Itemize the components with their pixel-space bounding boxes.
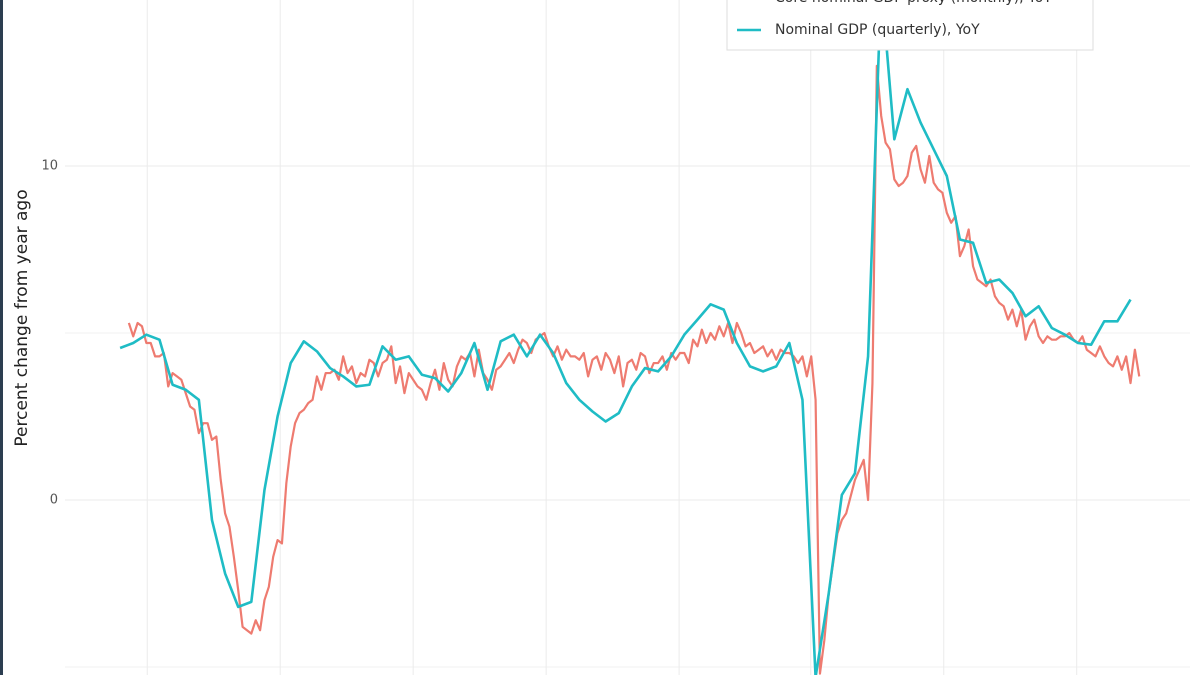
legend-box [726, 0, 1094, 51]
legend: Core nominal GDP proxy (monthly), YoY Nom… [726, 0, 1094, 51]
window-edge [0, 0, 3, 675]
series-line [127, 64, 1141, 675]
series-line [119, 0, 1132, 675]
axes: 0 10 [41, 158, 58, 507]
legend-label: Nominal GDP (quarterly), YoY [775, 22, 980, 38]
plot-lines [119, 0, 1141, 675]
y-tick-label: 10 [41, 158, 58, 173]
legend-label: Core nominal GDP proxy (monthly), YoY [775, 0, 1052, 6]
y-axis-label: Percent change from year ago [12, 189, 32, 446]
y-tick-label: 0 [50, 492, 58, 507]
